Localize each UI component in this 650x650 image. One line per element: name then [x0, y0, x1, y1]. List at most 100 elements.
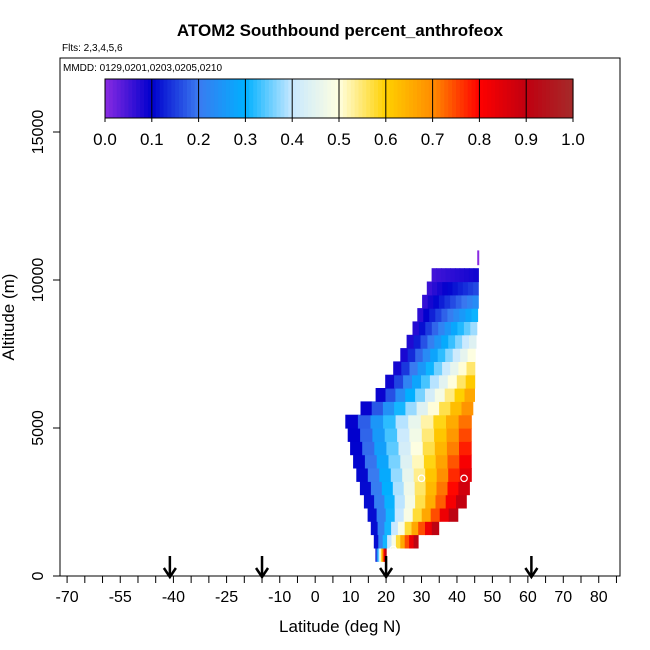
heat-cell — [382, 547, 385, 562]
x-tick-label: -70 — [56, 589, 79, 606]
heat-cell — [440, 268, 447, 283]
colorbar-swatch — [471, 79, 477, 118]
colorbar-swatch — [456, 79, 461, 118]
heat-cell — [458, 428, 472, 442]
colorbar-swatch — [280, 79, 285, 118]
heat-cell — [431, 268, 437, 283]
colorbar-swatch — [179, 79, 184, 118]
heat-cell — [439, 507, 450, 522]
heat-cell — [394, 494, 406, 509]
colorbar-swatch — [534, 79, 539, 118]
heat-cell — [459, 268, 465, 283]
heat-cell — [415, 388, 426, 402]
heat-cell — [390, 468, 403, 482]
heat-cell — [431, 321, 439, 336]
heat-cell — [425, 361, 435, 376]
colorbar-swatch — [257, 79, 262, 118]
down-arrow-head — [524, 567, 539, 580]
heat-cell — [421, 428, 435, 442]
heat-cell — [406, 334, 415, 349]
heat-cell — [433, 294, 440, 309]
heat-cell — [429, 374, 440, 389]
open-circle-marker — [389, 545, 397, 554]
heat-cell — [403, 507, 414, 522]
colorbar-swatch — [186, 79, 192, 118]
colorbar-tick-label: 0.7 — [421, 130, 445, 149]
heat-cell — [421, 507, 432, 522]
colorbar-swatch — [140, 79, 145, 118]
colorbar-swatch — [183, 79, 188, 118]
colorbar-swatch — [276, 79, 282, 118]
colorbar-swatch — [206, 79, 211, 118]
colorbar-swatch — [222, 79, 227, 118]
colorbar-swatch — [366, 79, 371, 118]
colorbar-swatch — [374, 79, 379, 118]
heat-cell — [456, 494, 467, 509]
heat-cell — [370, 481, 383, 496]
colorbar-swatch — [225, 79, 231, 118]
heat-cell — [459, 441, 472, 456]
colorbar-swatch — [315, 79, 321, 118]
heat-cell — [413, 334, 422, 349]
heat-cell — [464, 388, 475, 402]
heat-cell — [422, 294, 429, 309]
heat-cell — [376, 547, 379, 562]
heat-cell — [430, 348, 439, 362]
colorbar-swatch — [389, 79, 395, 118]
heat-cell — [426, 281, 433, 296]
colorbar-tick-label: 0.8 — [468, 130, 492, 149]
heat-cell — [377, 521, 385, 536]
colorbar-swatch — [155, 79, 161, 118]
colorbar-tick-label: 0.5 — [327, 130, 351, 149]
colorbar-swatch — [245, 79, 250, 118]
colorbar-swatch — [428, 79, 434, 118]
heat-cell — [431, 521, 440, 536]
heat-cell — [409, 361, 419, 376]
heat-cell — [454, 268, 461, 283]
x-tick-label: 0 — [311, 589, 320, 606]
heatmap-layer — [345, 250, 480, 562]
colorbar-swatch — [268, 79, 274, 118]
heat-cell — [378, 547, 381, 562]
colorbar-swatch — [541, 79, 547, 118]
x-tick-label: -25 — [215, 589, 238, 606]
heat-cell — [420, 334, 428, 349]
heat-cell — [402, 468, 415, 482]
heat-cell — [413, 468, 426, 482]
heat-cell — [436, 468, 449, 482]
heat-cell — [382, 401, 395, 416]
heat-cell — [467, 348, 476, 362]
colorbar-swatch — [561, 79, 566, 118]
open-circle-marker — [325, 427, 334, 435]
heat-cell — [448, 468, 461, 482]
heat-cell — [427, 294, 434, 309]
colorbar-tick-label: 0.1 — [140, 130, 164, 149]
heat-cell — [444, 321, 452, 336]
heat-cell — [465, 374, 476, 389]
heat-cell — [418, 321, 426, 336]
heat-cell — [393, 361, 402, 376]
heat-cell — [416, 401, 429, 416]
heat-cell — [409, 428, 423, 442]
colorbar-swatch — [409, 79, 414, 118]
heat-cell — [471, 308, 479, 322]
heat-cell — [458, 481, 470, 496]
colorbar-swatch — [487, 79, 492, 118]
colorbar-swatch — [144, 79, 149, 118]
heat-cell — [460, 348, 469, 362]
heat-cell — [467, 281, 474, 296]
colorbar-swatch — [346, 79, 352, 118]
heat-cell — [455, 294, 462, 309]
x-tick-label: 70 — [554, 589, 572, 606]
colorbar-swatch — [288, 79, 293, 118]
colorbar-swatch — [202, 79, 207, 118]
colorbar-swatch — [303, 79, 309, 118]
colorbar-swatch — [397, 79, 402, 118]
colorbar-swatch — [378, 79, 383, 118]
heat-cell — [433, 414, 447, 429]
open-circle-marker — [460, 474, 468, 483]
colorbar-swatch — [549, 79, 555, 118]
heat-cell — [360, 428, 373, 442]
heat-cell — [464, 268, 470, 283]
